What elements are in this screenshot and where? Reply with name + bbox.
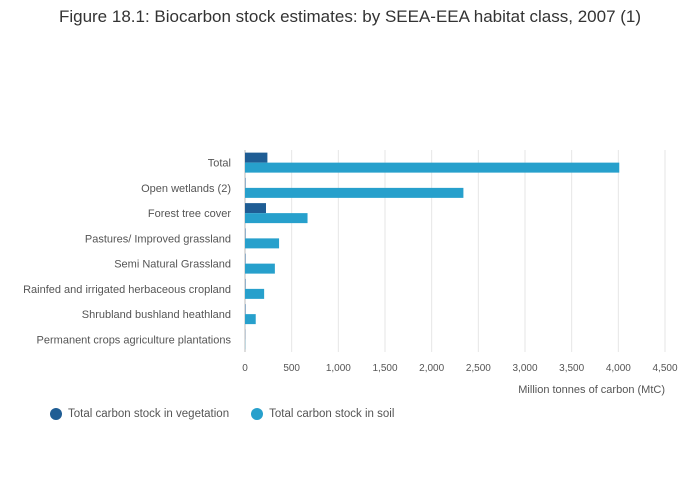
- x-tick-label: 3,000: [512, 363, 537, 374]
- category-label: Open wetlands (2): [141, 183, 231, 195]
- legend-swatch-soil: [251, 408, 264, 420]
- bar-soil[interactable]: [245, 238, 280, 249]
- bar-soil[interactable]: [245, 213, 308, 224]
- bar-soil[interactable]: [245, 162, 620, 173]
- x-tick-labels: 0 500 1,000 1,500 2,000 2,500 3,000 3,500 4,000 4…: [242, 363, 678, 374]
- bar-soil[interactable]: [245, 288, 265, 299]
- x-tick-label: 4,500: [652, 363, 677, 374]
- x-tick-label: 2,000: [419, 363, 444, 374]
- bars: [245, 152, 620, 350]
- legend-swatch-vegetation: [50, 408, 62, 420]
- category-label: Total: [208, 158, 231, 170]
- x-axis-title: Million tonnes of carbon (MtC): [518, 384, 665, 396]
- bar-vegetation[interactable]: [245, 152, 268, 163]
- category-label: Rainfed and irrigated herbaceous croplan…: [23, 284, 231, 296]
- x-tick-label: 500: [283, 363, 300, 374]
- category-labels: Total Open wetlands (2) Forest tree cover P…: [23, 158, 231, 347]
- x-tick-label: 1,000: [326, 363, 351, 374]
- legend-label-vegetation: Total carbon stock in vegetation: [68, 408, 230, 420]
- x-tick-label: 2,500: [466, 363, 491, 374]
- category-label: Pastures/ Improved grassland: [85, 233, 231, 245]
- category-label: Permanent crops agriculture plantations: [37, 334, 232, 346]
- legend-label-soil: Total carbon stock in soil: [269, 408, 395, 420]
- legend-item-soil[interactable]: Total carbon stock in soil: [251, 408, 394, 420]
- chart-title: Figure 18.1: Biocarbon stock estimates: …: [58, 7, 642, 26]
- category-label: Forest tree cover: [148, 208, 231, 220]
- category-label: Semi Natural Grassland: [114, 259, 231, 271]
- x-tick-label: 1,500: [372, 363, 397, 374]
- bar-soil[interactable]: [245, 314, 256, 325]
- bar-soil[interactable]: [245, 187, 464, 198]
- bar-soil[interactable]: [245, 263, 275, 274]
- category-label: Shrubland bushland heathland: [82, 309, 231, 321]
- bar-vegetation[interactable]: [245, 203, 266, 214]
- legend: Total carbon stock in vegetation Total c…: [50, 408, 394, 420]
- x-tick-label: 0: [242, 363, 248, 374]
- x-tick-label: 3,500: [559, 363, 584, 374]
- x-tick-label: 4,000: [606, 363, 631, 374]
- gridlines: [244, 150, 666, 352]
- legend-item-vegetation[interactable]: Total carbon stock in vegetation: [50, 408, 229, 420]
